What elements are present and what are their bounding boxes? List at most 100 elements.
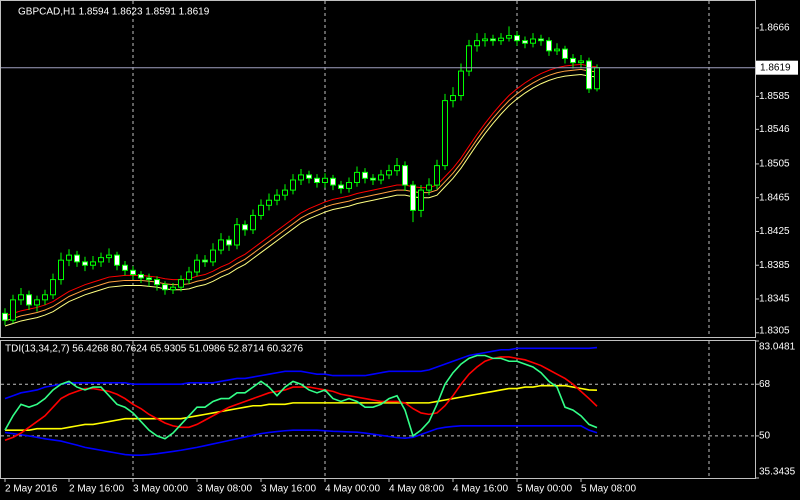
candle-body (554, 48, 560, 52)
candle-body (538, 38, 544, 42)
candle-body (242, 224, 248, 231)
candle-body (442, 100, 448, 167)
candle-body (330, 177, 336, 186)
candle-body (266, 199, 272, 206)
candle-body (402, 165, 408, 186)
candle-body (394, 165, 400, 172)
candle-body (194, 259, 200, 273)
candle-body (506, 35, 512, 39)
y-tick-label: 50 (759, 431, 771, 442)
indicator-line (4, 73, 598, 327)
y-tick-label: 1.8585 (759, 91, 790, 102)
candle-body (570, 57, 576, 64)
x-tick-label: 4 May 16:00 (453, 484, 508, 495)
candle-body (138, 274, 144, 279)
candle-body (74, 254, 80, 263)
candle-body (26, 294, 32, 306)
indicator-line (4, 346, 598, 400)
candle-body (234, 224, 240, 246)
candle-body (210, 249, 216, 263)
candle-body (202, 259, 208, 263)
candle-body (274, 194, 280, 201)
candle-body (178, 279, 184, 288)
indicator-title: TDI(13,34,2,7) 56.4268 80.7624 65.9305 5… (5, 344, 303, 355)
x-tick-label: 5 May 08:00 (581, 484, 636, 495)
candle-body (322, 177, 328, 184)
candle-body (594, 67, 600, 90)
candle-body (418, 189, 424, 211)
candle-body (146, 277, 152, 281)
y-tick-label: 83.0481 (759, 342, 796, 353)
x-tick-label: 3 May 00:00 (133, 484, 188, 495)
candle-body (114, 254, 120, 266)
x-tick-label: 4 May 00:00 (325, 484, 380, 495)
candle-body (18, 294, 24, 301)
candle-body (514, 35, 520, 42)
candle-body (458, 70, 464, 97)
candle-body (434, 165, 440, 186)
y-tick-label: 1.8345 (759, 294, 790, 305)
candle-body (2, 312, 8, 321)
y-tick-label: 68 (759, 379, 771, 390)
price-panel-frame (0, 0, 756, 338)
candle-body (66, 254, 72, 261)
x-tick-label: 3 May 16:00 (261, 484, 316, 495)
candle-body (90, 261, 96, 266)
candle-body (290, 179, 296, 191)
candle-body (218, 239, 224, 251)
chart-title: GBPCAD,H1 1.8594 1.8623 1.8591 1.8619 (18, 7, 210, 18)
candle-body (154, 279, 160, 286)
indicator-line (5, 384, 598, 431)
candle-body (354, 171, 360, 184)
indicator-line (4, 63, 598, 317)
candle-body (474, 40, 480, 47)
candle-body (450, 95, 456, 102)
candle-body (498, 37, 504, 42)
y-tick-label: 1.8425 (759, 226, 790, 237)
indicator-panel-frame (0, 340, 756, 479)
candle-body (186, 271, 192, 281)
candle-body (10, 299, 16, 321)
candle-body (522, 40, 528, 44)
indicator-line (4, 354, 598, 440)
y-tick-label: 1.8546 (759, 124, 790, 135)
candle-body (258, 204, 264, 216)
candle-body (386, 170, 392, 176)
candle-body (250, 214, 256, 231)
candle-body (466, 45, 472, 72)
candle-body (378, 174, 384, 181)
x-tick-label: 5 May 00:00 (517, 484, 572, 495)
indicator-line (4, 425, 598, 456)
candle-body (586, 60, 592, 90)
candle-body (314, 177, 320, 184)
candle-body (562, 48, 568, 59)
candle-body (426, 184, 432, 191)
candle-body (106, 254, 112, 259)
candle-body (410, 184, 416, 211)
candle-body (370, 177, 376, 181)
y-tick-label: 1.8385 (759, 260, 790, 271)
candle-body (42, 294, 48, 301)
candle-body (170, 286, 176, 291)
y-tick-label: 1.8505 (759, 159, 790, 170)
candle-body (130, 269, 136, 276)
x-tick-label: 2 May 16:00 (69, 484, 124, 495)
candle-body (282, 189, 288, 196)
candle-body (482, 38, 488, 42)
y-tick-label: 1.8666 (759, 23, 790, 34)
indicator-line (4, 356, 598, 441)
candle-body (34, 299, 40, 306)
candle-body (58, 259, 64, 281)
x-tick-label: 4 May 08:00 (389, 484, 444, 495)
candle-body (490, 38, 496, 42)
candle-body (546, 40, 552, 52)
candle-body (306, 174, 312, 179)
candle-body (50, 279, 56, 296)
candle-body (578, 60, 584, 64)
candle-body (226, 239, 232, 246)
candle-body (338, 184, 344, 189)
candle-body (162, 284, 168, 291)
last-price-label: 1.8619 (760, 62, 791, 73)
y-tick-label: 1.8465 (759, 192, 790, 203)
